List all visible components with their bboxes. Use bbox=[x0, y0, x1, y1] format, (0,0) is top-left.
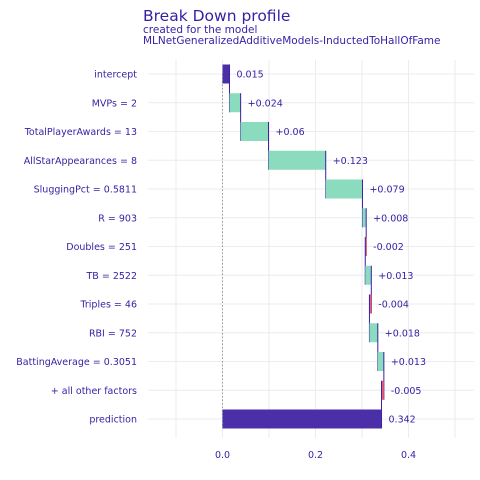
bar-intercept bbox=[222, 64, 230, 84]
bar-negative bbox=[381, 380, 384, 400]
labels-layer: intercept 0.015 MVPs = 2 +0.024 TotalPlayerA… bbox=[16, 70, 426, 462]
x-tick-label: 0.0 bbox=[215, 450, 230, 461]
bar-negative bbox=[365, 237, 367, 256]
x-tick-label: 0.2 bbox=[308, 450, 323, 461]
chart-title: Break Down profile bbox=[143, 7, 290, 25]
bar-positive bbox=[377, 352, 384, 371]
row-label: AllStarAppearances = 8 bbox=[24, 156, 137, 167]
row-label: MVPs = 2 bbox=[92, 98, 137, 109]
bar-positive bbox=[365, 265, 372, 285]
row-label: Triples = 46 bbox=[79, 300, 137, 311]
row-label: TB = 2522 bbox=[86, 271, 138, 282]
bar-positive bbox=[325, 179, 363, 199]
row-label: R = 903 bbox=[98, 213, 137, 224]
value-label: +0.079 bbox=[369, 185, 404, 196]
value-label: 0.015 bbox=[236, 70, 263, 81]
value-label: +0.018 bbox=[385, 328, 420, 339]
row-label: BattingAverage = 0.3051 bbox=[16, 357, 137, 368]
row-label: TotalPlayerAwards = 13 bbox=[24, 127, 137, 138]
value-label: +0.013 bbox=[391, 357, 426, 368]
bar-positive bbox=[369, 323, 378, 343]
bar-positive bbox=[240, 122, 269, 141]
row-label: Doubles = 251 bbox=[66, 242, 137, 253]
value-label: +0.008 bbox=[373, 213, 408, 224]
value-label: 0.342 bbox=[389, 415, 416, 426]
bars-layer bbox=[222, 64, 385, 429]
bar-negative bbox=[369, 294, 372, 314]
x-tick-label: 0.4 bbox=[401, 450, 416, 461]
row-label: SluggingPct = 0.5811 bbox=[34, 185, 137, 196]
bar-positive bbox=[268, 150, 326, 170]
chart-subtitle-line1: created for the model bbox=[143, 24, 257, 36]
value-label: +0.06 bbox=[276, 127, 305, 138]
bar-positive bbox=[229, 93, 241, 113]
value-label: +0.013 bbox=[378, 271, 413, 282]
row-label: + all other factors bbox=[51, 386, 137, 397]
row-label: intercept bbox=[94, 70, 137, 81]
value-label: +0.024 bbox=[248, 98, 283, 109]
value-label: -0.002 bbox=[373, 242, 404, 253]
grid-layer bbox=[148, 60, 474, 438]
value-label: -0.004 bbox=[378, 300, 409, 311]
row-label: prediction bbox=[89, 415, 137, 426]
chart-subtitle-line2: MLNetGeneralizedAdditiveModels-InductedT… bbox=[143, 35, 440, 47]
bar-prediction bbox=[222, 409, 382, 429]
row-label: RBI = 752 bbox=[89, 328, 137, 339]
value-label: +0.123 bbox=[333, 156, 368, 167]
value-label: -0.005 bbox=[391, 386, 422, 397]
bar-positive bbox=[362, 208, 367, 228]
